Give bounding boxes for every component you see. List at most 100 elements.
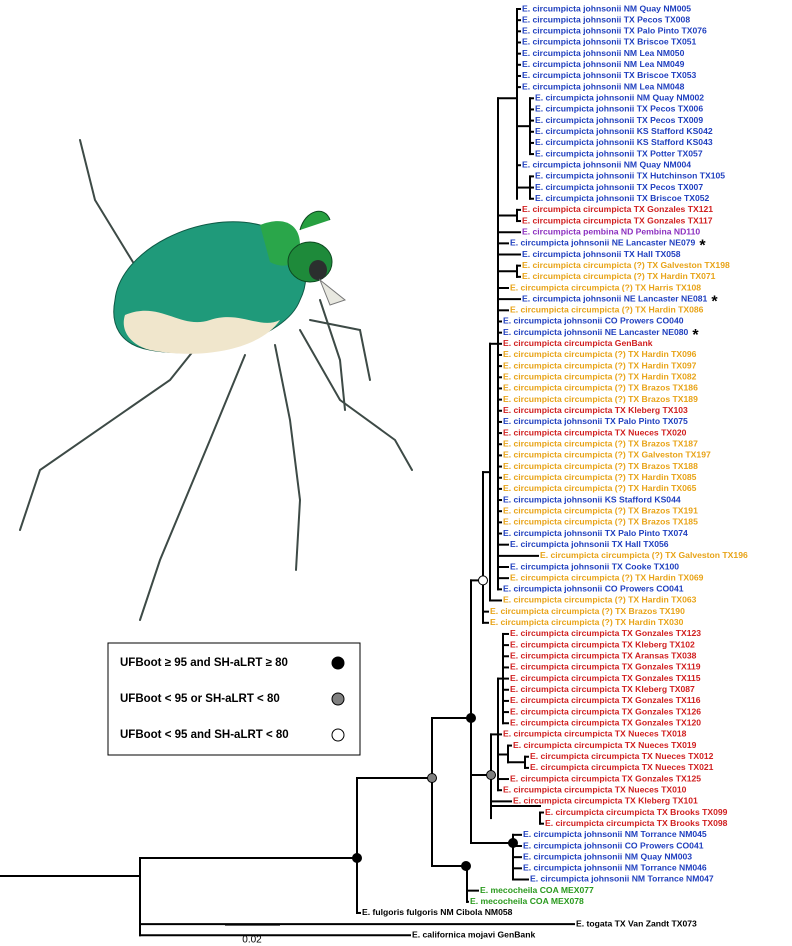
leaf-label: E. circumpicta circumpicta (?) TX Galves… (540, 550, 748, 560)
leaf-label: E. circumpicta johnsonii TX Pecos TX009 (535, 115, 703, 125)
leaf-label: E. circumpicta circumpicta TX Gonzales T… (510, 706, 701, 716)
leaf-label: E. circumpicta circumpicta (?) TX Brazos… (503, 461, 698, 471)
legend-label: UFBoot ≥ 95 and SH-aLRT ≥ 80 (120, 657, 288, 669)
support-node (478, 575, 488, 586)
leaf-label: E. circumpicta johnsonii NM Lea NM050 (522, 48, 685, 58)
leaf-label: E. circumpicta johnsonii KS Stafford KS0… (535, 137, 713, 147)
leaf-label: E. circumpicta johnsonii KS Stafford KS0… (535, 126, 713, 136)
leaf-label: E. circumpicta johnsonii TX Palo Pinto T… (503, 528, 688, 538)
leaf-label: E. circumpicta circumpicta (?) TX Hardin… (503, 472, 697, 482)
leaf-label: E. circumpicta johnsonii TX Palo Pinto T… (522, 26, 707, 36)
leaf-label: E. circumpicta circumpicta (?) TX Hardin… (503, 595, 697, 605)
leaf-label: E. circumpicta johnsonii NE Lancaster NE… (510, 238, 696, 248)
leaf-label: E. circumpicta johnsonii NM Quay NM002 (535, 93, 704, 103)
leaf-label: E. circumpicta johnsonii NM Quay NM004 (522, 160, 691, 170)
support-node (461, 861, 471, 871)
leaf-label: E. circumpicta johnsonii TX Hall TX056 (510, 539, 669, 549)
leaf-label: E. circumpicta circumpicta (?) TX Hardin… (503, 372, 697, 382)
leaf-label: E. circumpicta johnsonii TX Hall TX058 (522, 249, 681, 259)
legend-swatch (331, 692, 345, 706)
leaf-label: E. circumpicta johnsonii CO Prowers CO04… (503, 584, 684, 594)
leaf-label: E. circumpicta circumpicta (?) TX Brazos… (503, 383, 698, 393)
beetle-illustration (19, 139, 413, 621)
support-node (427, 773, 437, 783)
leaf-label: E. circumpicta circumpicta (?) TX Brazos… (503, 394, 698, 404)
leaf-label: E. circumpicta johnsonii NM Torrance NM0… (523, 863, 707, 873)
leaf-label: E. circumpicta circumpicta TX Gonzales T… (522, 204, 713, 214)
leaf-label: E. circumpicta johnsonii TX Hutchinson T… (535, 171, 725, 181)
leaf-label: E. circumpicta johnsonii KS Stafford KS0… (503, 494, 681, 504)
leaf-label: E. circumpicta johnsonii NM Quay NM003 (523, 851, 692, 861)
leaf-mark: * (699, 238, 706, 255)
leaf-label: E. circumpicta johnsonii TX Briscoe TX05… (535, 193, 710, 203)
leaf-label: E. circumpicta circumpicta (?) TX Galves… (522, 260, 730, 270)
leaf-label: E. circumpicta circumpicta TX Aransas TX… (510, 651, 697, 661)
leaf-label: E. circumpicta circumpicta TX Nueces TX0… (503, 729, 687, 739)
leaf-label: E. circumpicta circumpicta TX Gonzales T… (510, 673, 701, 683)
leaf-label: E. circumpicta circumpicta (?) TX Hardin… (522, 271, 716, 281)
leaf-label: E. circumpicta johnsonii TX Briscoe TX05… (522, 37, 697, 47)
tree: E. circumpicta johnsonii NM Quay NM005E.… (0, 3, 748, 940)
leaf-label: E. togata TX Van Zandt TX073 (576, 918, 697, 928)
legend-label: UFBoot < 95 and SH-aLRT < 80 (120, 729, 289, 741)
leaf-label: E. circumpicta johnsonii NE Lancaster NE… (522, 293, 708, 303)
leaf-label: E. circumpicta johnsonii NM Lea NM049 (522, 59, 685, 69)
leaf-label: E. circumpicta circumpicta (?) TX Hardin… (510, 572, 704, 582)
leaf-label: E. mecocheila COA MEX078 (470, 896, 584, 906)
leaf-label: E. circumpicta circumpicta TX Nueces TX0… (530, 751, 714, 761)
leaf-mark: * (692, 327, 699, 344)
leaf-label: E. circumpicta circumpicta (?) TX Brazos… (490, 606, 685, 616)
leaf-label: E. circumpicta circumpicta (?) TX Hardin… (490, 617, 684, 627)
leaf-label: E. circumpicta johnsonii TX Pecos TX007 (535, 182, 703, 192)
leaf-label: E. circumpicta circumpicta (?) TX Brazos… (503, 439, 698, 449)
leaf-label: E. circumpicta johnsonii TX Cooke TX100 (510, 561, 679, 571)
support-node (352, 853, 362, 863)
leaf-label: E. circumpicta circumpicta TX Brooks TX0… (545, 818, 728, 828)
leaf-label: E. circumpicta circumpicta TX Kleberg TX… (503, 405, 688, 415)
leaf-label: E. circumpicta circumpicta TX Gonzales T… (510, 773, 701, 783)
leaf-label: E. circumpicta johnsonii NM Quay NM005 (522, 3, 691, 13)
leaf-label: E. circumpicta johnsonii TX Pecos TX006 (535, 104, 703, 114)
leaf-label: E. circumpicta circumpicta TX Kleberg TX… (513, 796, 698, 806)
leaf-label: E. circumpicta circumpicta (?) TX Galves… (503, 450, 711, 460)
leaf-label: E. circumpicta circumpicta TX Nueces TX0… (513, 740, 697, 750)
support-node (466, 713, 476, 723)
leaf-label: E. circumpicta circumpicta TX Gonzales T… (510, 718, 701, 728)
leaf-label: E. circumpicta johnsonii NM Torrance NM0… (530, 874, 714, 884)
leaf-label: E. circumpicta circumpicta (?) TX Hardin… (503, 349, 697, 359)
leaf-label: E. californica mojavi GenBank (412, 930, 535, 940)
leaf-label: E. circumpicta circumpicta TX Nueces TX0… (503, 784, 687, 794)
leaf-label: E. mecocheila COA MEX077 (480, 885, 594, 895)
leaf-label: E. circumpicta circumpicta TX Gonzales T… (510, 628, 701, 638)
leaf-mark: * (711, 293, 718, 310)
leaf-label: E. circumpicta circumpicta TX Nueces TX0… (530, 762, 714, 772)
leaf-label: E. circumpicta johnsonii TX Briscoe TX05… (522, 70, 697, 80)
legend: UFBoot ≥ 95 and SH-aLRT ≥ 80 UFBoot < 95 … (107, 642, 361, 756)
legend-swatch (331, 656, 345, 670)
leaf-label: E. circumpicta johnsonii NM Torrance NM0… (523, 829, 707, 839)
leaf-label: E. circumpicta circumpicta (?) TX Brazos… (503, 517, 698, 527)
leaf-label: E. circumpicta johnsonii CO Prowers CO04… (503, 316, 684, 326)
legend-box (107, 642, 361, 756)
leaf-label: E. circumpicta circumpicta TX Kleberg TX… (510, 684, 695, 694)
leaf-label: E. circumpicta johnsonii NE Lancaster NE… (503, 327, 689, 337)
leaf-label: E. circumpicta johnsonii TX Potter TX057 (535, 148, 703, 158)
leaf-label: E. circumpicta circumpicta TX Nueces TX0… (503, 427, 687, 437)
leaf-label: E. circumpicta johnsonii NM Lea NM048 (522, 81, 685, 91)
leaf-label: E. circumpicta circumpicta GenBank (503, 338, 653, 348)
leaf-label: E. circumpicta circumpicta (?) TX Hardin… (503, 483, 697, 493)
leaf-label: E. circumpicta circumpicta TX Gonzales T… (522, 215, 713, 225)
leaf-label: E. circumpicta circumpicta (?) TX Brazos… (503, 505, 698, 515)
leaf-label: E. circumpicta circumpicta TX Brooks TX0… (545, 807, 728, 817)
support-node (508, 838, 518, 848)
legend-label: UFBoot < 95 or SH-aLRT < 80 (120, 693, 280, 705)
leaf-label: E. circumpicta circumpicta TX Gonzales T… (510, 662, 701, 672)
leaf-label: E. circumpicta johnsonii TX Palo Pinto T… (503, 416, 688, 426)
leaf-label: E. circumpicta circumpicta (?) TX Hardin… (510, 305, 704, 315)
leaf-label: E. circumpicta johnsonii CO Prowers CO04… (523, 840, 704, 850)
leaf-label: E. circumpicta pembina ND Pembina ND110 (522, 226, 700, 236)
leaf-label: E. circumpicta johnsonii TX Pecos TX008 (522, 14, 690, 24)
scale-label: 0.02 (242, 935, 262, 946)
leaf-label: E. circumpicta circumpicta (?) TX Harris… (510, 282, 701, 292)
